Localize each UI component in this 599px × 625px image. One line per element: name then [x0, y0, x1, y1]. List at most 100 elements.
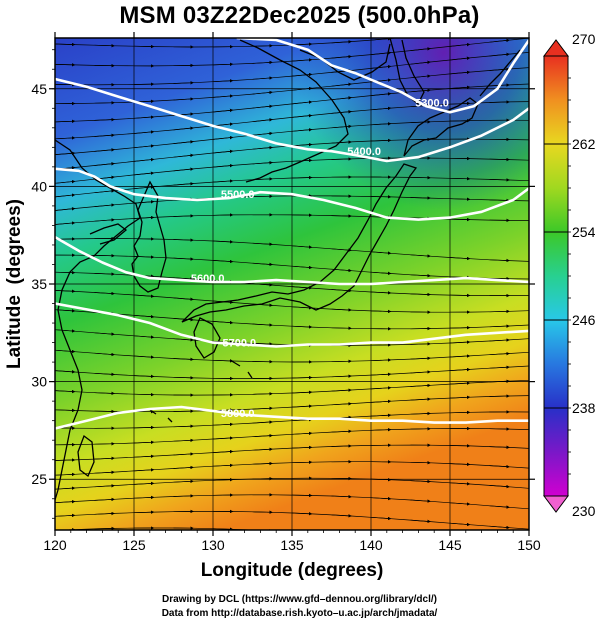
wind-arrow	[449, 176, 471, 181]
plot-area: 5300.0 5400.0 5500.0 5600.0 5700.0 5800.0	[54, 35, 530, 536]
wind-arrow	[94, 391, 115, 396]
wind-arrow	[410, 342, 431, 346]
wind-arrow	[291, 512, 313, 516]
wind-arrow	[370, 516, 392, 521]
wind-arrow	[252, 420, 273, 424]
wind-arrow	[94, 203, 115, 207]
wind-arrow	[133, 335, 155, 339]
y-axis-label: Latitude (degrees)	[4, 199, 25, 369]
wind-arrow	[291, 128, 313, 132]
wind-arrow	[331, 248, 352, 252]
wind-arrow	[133, 481, 155, 486]
wind-arrow	[173, 338, 194, 342]
wind-arrow	[331, 214, 352, 218]
wind-arrow	[331, 429, 352, 434]
wind-arrow	[449, 410, 471, 415]
wind-arrow	[370, 138, 392, 143]
contour-label: 5400.0	[347, 146, 381, 158]
wind-arrow	[489, 67, 510, 71]
wind-arrow	[331, 359, 352, 364]
wind-arrow	[410, 120, 431, 124]
x-tick-label: 150	[517, 537, 541, 553]
y-axis: 25 30 35 40 45	[31, 49, 535, 519]
wind-arrow	[212, 463, 234, 468]
wind-arrow	[94, 189, 115, 194]
wind-arrow	[252, 131, 273, 136]
wind-arrow	[410, 74, 431, 79]
wind-arrow	[212, 179, 234, 183]
wind-arrow	[489, 351, 510, 356]
wind-arrow	[411, 35, 431, 37]
wind-arrow	[449, 85, 471, 90]
wind-arrow	[410, 196, 431, 200]
wind-arrow	[410, 254, 431, 258]
wind-arrow	[212, 422, 234, 427]
coastline-korea	[131, 180, 167, 293]
colorbar-tick-label: 230	[572, 503, 596, 519]
wind-arrow	[489, 394, 510, 398]
wind-arrow	[489, 324, 510, 328]
coastline-taiwan	[77, 434, 95, 478]
wind-arrow	[489, 309, 510, 314]
wind-arrow	[331, 82, 352, 87]
wind-arrow	[94, 291, 115, 296]
wind-arrow	[449, 70, 471, 75]
contour-label: 5600.0	[191, 273, 225, 285]
wind-arrow	[133, 144, 155, 149]
wind-arrow	[370, 399, 392, 404]
wind-arrow	[55, 136, 76, 140]
wind-arrow	[133, 510, 155, 514]
wind-arrow	[489, 198, 510, 203]
wind-arrow	[173, 126, 194, 131]
wind-arrow	[252, 323, 273, 327]
wind-arrow	[55, 270, 76, 275]
coastlines	[55, 38, 521, 501]
wind-arrow	[252, 283, 273, 287]
wind-arrow	[173, 167, 194, 172]
wind-arrow	[55, 63, 76, 67]
wind-arrow	[489, 505, 510, 509]
wind-arrow	[252, 510, 273, 514]
wind-arrow	[291, 86, 313, 91]
wind-arrow	[173, 317, 194, 322]
wind-arrow	[292, 532, 312, 533]
wind-arrow	[449, 502, 471, 506]
wind-arrow	[212, 79, 234, 83]
wind-arrow	[133, 185, 155, 190]
wind-arrow	[449, 256, 471, 261]
wind-arrow	[291, 72, 313, 77]
wind-arrow	[94, 101, 115, 105]
wind-arrow	[331, 374, 352, 378]
wind-arrow	[449, 354, 471, 358]
wind-arrow	[252, 145, 273, 150]
wind-arrow	[331, 514, 352, 518]
wind-arrow	[252, 104, 273, 109]
wind-arrow	[173, 452, 194, 456]
wind-arrow	[331, 444, 352, 448]
coastline-kyushu	[193, 317, 221, 359]
wind-arrow	[212, 149, 234, 154]
wind-arrow	[331, 388, 352, 392]
wind-arrow	[331, 110, 352, 114]
wind-arrow	[173, 153, 194, 158]
x-tick-label: 135	[280, 537, 304, 553]
colorbar-ticks: 230 238 246 254 262 270	[544, 31, 596, 519]
wind-arrow	[94, 442, 115, 446]
x-tick-label: 120	[43, 537, 67, 553]
wind-arrow	[173, 140, 194, 144]
wind-arrow	[173, 277, 194, 281]
wind-arrow	[94, 470, 115, 475]
wind-arrow	[252, 342, 273, 346]
y-tick-label: 35	[31, 276, 47, 292]
colorbar: 230 238 246 254 262 270	[543, 31, 596, 519]
y-tick-label: 40	[31, 178, 47, 194]
wind-arrow	[332, 535, 352, 536]
wind-arrow	[252, 262, 273, 267]
wind-arrow	[252, 433, 273, 438]
wind-arrow	[212, 94, 234, 98]
wind-arrow	[410, 370, 431, 374]
wind-arrow	[212, 449, 234, 454]
wind-arrow	[173, 181, 194, 186]
wind-arrow	[94, 148, 115, 152]
